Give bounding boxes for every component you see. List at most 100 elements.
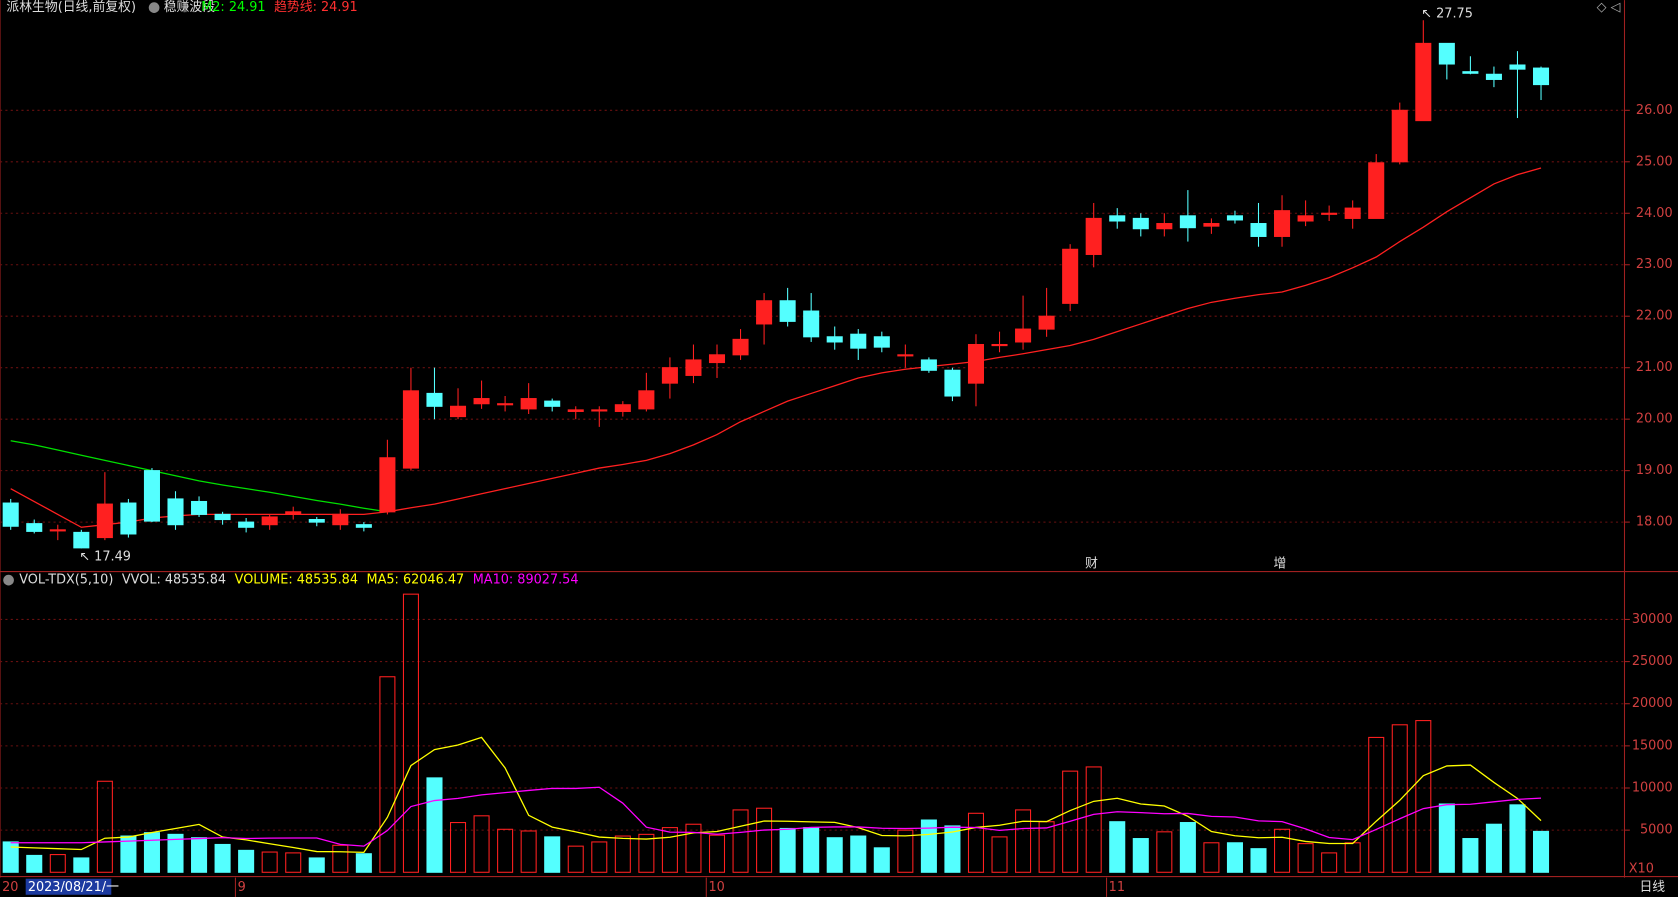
price-annotation: 27.75 bbox=[1436, 6, 1473, 21]
candle-body bbox=[1179, 215, 1196, 229]
volume-bar bbox=[826, 837, 843, 873]
candle-body bbox=[285, 511, 302, 515]
volume-bar bbox=[1391, 724, 1408, 873]
ma-line bbox=[10, 786, 1542, 847]
candle-body bbox=[1344, 207, 1361, 219]
annotation-arrow: ↖ bbox=[1421, 6, 1432, 21]
y-tick-label: 19.00 bbox=[1636, 463, 1673, 478]
date-highlight bbox=[25, 878, 112, 895]
volume-bar bbox=[96, 780, 113, 873]
indicator-line bbox=[10, 167, 1542, 528]
candle-body bbox=[567, 409, 584, 412]
scale-note: X10 bbox=[1629, 862, 1654, 877]
diamond-icon[interactable]: ◇ bbox=[1597, 0, 1607, 15]
candle-body bbox=[1015, 328, 1032, 343]
candle-body bbox=[143, 470, 160, 522]
volume-bar bbox=[1368, 736, 1385, 873]
candle-body bbox=[1368, 162, 1385, 219]
price-annotation: 17.49 bbox=[94, 549, 131, 564]
candle-body bbox=[708, 354, 726, 364]
y-tick-label: 15000 bbox=[1632, 738, 1673, 753]
volume-bar bbox=[591, 841, 608, 873]
volume-bar bbox=[1109, 821, 1126, 873]
y-tick-label: 20.00 bbox=[1636, 412, 1673, 427]
candle-body bbox=[167, 498, 184, 526]
y-tick-label: 10000 bbox=[1632, 781, 1673, 796]
candle-body bbox=[1438, 42, 1455, 65]
y-tick-label: 18.00 bbox=[1636, 515, 1673, 530]
candle-body bbox=[991, 343, 1008, 347]
candle-body bbox=[49, 529, 66, 532]
volume-bar bbox=[1321, 852, 1338, 873]
candle-body bbox=[803, 310, 820, 338]
candle-body bbox=[614, 404, 631, 412]
candle-body bbox=[1391, 109, 1408, 163]
candle-body bbox=[379, 457, 396, 513]
candle-body bbox=[661, 367, 678, 384]
volume-bar bbox=[261, 851, 278, 873]
legend-entry: MA10: 89027.54 bbox=[473, 573, 579, 588]
volume-bar bbox=[26, 854, 43, 873]
legend-entry: MA5: 62046.47 bbox=[367, 573, 465, 588]
candle-body bbox=[26, 523, 43, 532]
volume-bar bbox=[1226, 842, 1243, 873]
volume-bar bbox=[520, 830, 537, 873]
volume-bar bbox=[850, 835, 867, 873]
volume-bar bbox=[1062, 770, 1079, 873]
candle-body bbox=[402, 390, 419, 469]
candle-body bbox=[1297, 215, 1314, 222]
indicator-icon[interactable] bbox=[3, 574, 14, 586]
candle-body bbox=[944, 369, 961, 397]
volume-bar bbox=[214, 843, 231, 873]
candle-body bbox=[73, 531, 90, 549]
candle-body bbox=[1038, 315, 1055, 330]
candle-body bbox=[1203, 223, 1220, 227]
volume-bar bbox=[285, 852, 302, 873]
candle-body bbox=[355, 524, 372, 528]
volume-bar bbox=[2, 841, 19, 873]
legend-entry: VOL-TDX(5,10) bbox=[19, 573, 113, 588]
legend-entry: VOLUME: 48535.84 bbox=[235, 573, 358, 588]
legend-entry: 趋势线: 24.91 bbox=[274, 0, 358, 15]
candle-body bbox=[332, 513, 349, 526]
arrow-icon[interactable]: ◁ bbox=[1611, 0, 1621, 15]
y-tick-label: 5000 bbox=[1640, 823, 1673, 838]
volume-bar bbox=[1415, 720, 1432, 873]
volume-bar bbox=[473, 815, 490, 873]
candle-body bbox=[1062, 248, 1079, 304]
candle-body bbox=[1532, 67, 1550, 86]
volume-bar bbox=[1509, 804, 1526, 873]
indicator-line bbox=[10, 440, 388, 513]
y-tick-label: 21.00 bbox=[1636, 360, 1673, 375]
volume-bar bbox=[991, 836, 1008, 873]
volume-bar bbox=[661, 827, 678, 873]
date-label: 10 bbox=[708, 880, 724, 895]
volume-bar bbox=[756, 807, 773, 873]
volume-bar bbox=[803, 827, 820, 873]
candle-body bbox=[426, 392, 443, 407]
candle-body bbox=[1509, 64, 1526, 70]
volume-bar bbox=[1085, 766, 1102, 873]
volume-bar bbox=[1297, 843, 1314, 873]
volume-bar bbox=[897, 829, 914, 873]
candle-body bbox=[238, 521, 255, 528]
annotation-arrow: ↖ bbox=[79, 549, 90, 564]
date-label: 9 bbox=[238, 880, 246, 895]
candle-body bbox=[191, 500, 208, 515]
volume-bar bbox=[779, 827, 796, 873]
volume-bar bbox=[379, 676, 396, 873]
event-marker: 增 bbox=[1273, 557, 1286, 572]
indicator-icon[interactable] bbox=[148, 2, 160, 13]
indicator-name[interactable]: 稳赚波段 bbox=[164, 0, 215, 15]
candle-body bbox=[779, 300, 796, 322]
candle-body bbox=[520, 398, 537, 410]
candle-body bbox=[497, 403, 514, 406]
volume-bar bbox=[873, 847, 890, 873]
candle-body bbox=[897, 354, 914, 357]
volume-bar bbox=[1462, 838, 1479, 873]
legend-entry: VVOL: 48535.84 bbox=[122, 573, 226, 588]
volume-bar bbox=[1015, 809, 1032, 873]
candle-body bbox=[1109, 215, 1126, 222]
